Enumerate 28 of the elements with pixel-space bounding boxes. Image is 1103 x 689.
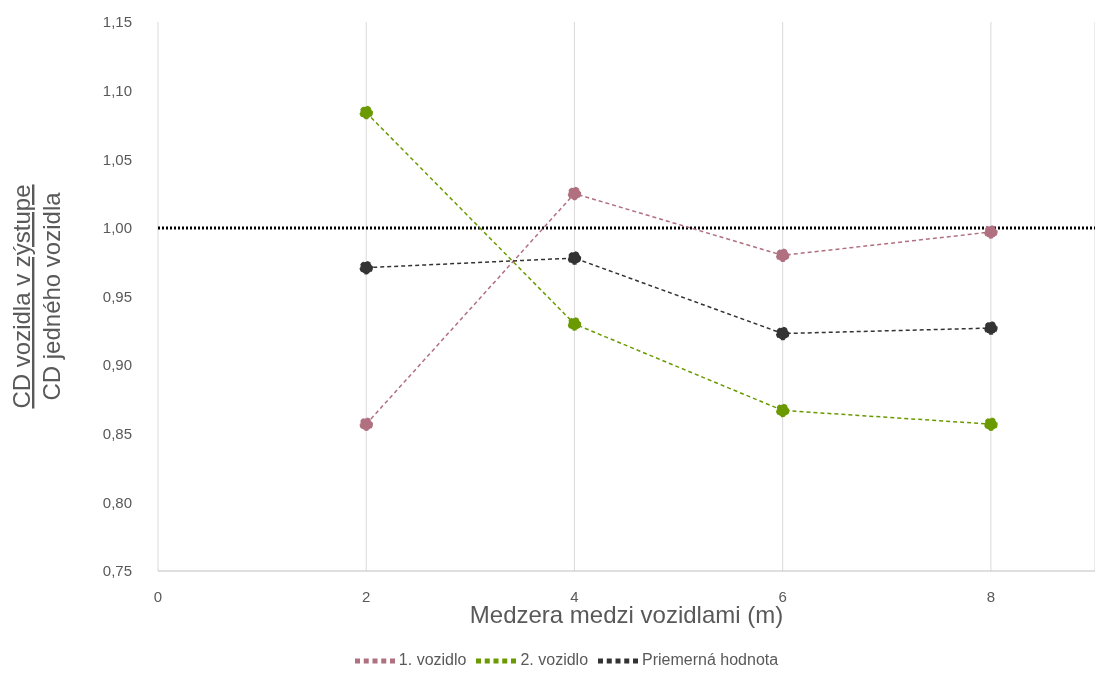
legend-label: 1. vozidlo bbox=[398, 651, 467, 669]
point bbox=[567, 317, 582, 331]
legend-label: Priemerná hodnota bbox=[642, 651, 779, 669]
y-tick-label: 0,95 bbox=[102, 287, 132, 305]
y-axis-title: CD vozidla v zýstupe CD jedného vozidla bbox=[8, 184, 65, 409]
y-tick-label: 0,85 bbox=[102, 425, 132, 443]
x-tick-label: 0 bbox=[153, 587, 163, 605]
point bbox=[984, 321, 998, 335]
point bbox=[359, 105, 373, 120]
legend-label: 2. vozidlo bbox=[520, 651, 589, 669]
point bbox=[984, 225, 998, 239]
y-tick-label: 0,90 bbox=[102, 356, 132, 374]
point bbox=[567, 251, 582, 265]
point bbox=[775, 326, 790, 341]
y-tick-label: 0,75 bbox=[102, 562, 132, 580]
x-tick-label: 2 bbox=[362, 587, 371, 605]
point bbox=[359, 260, 373, 275]
point bbox=[359, 417, 373, 431]
point bbox=[567, 186, 582, 201]
point bbox=[984, 417, 998, 431]
y-tick-label: 0,80 bbox=[102, 493, 132, 511]
point bbox=[775, 248, 790, 263]
y-tick-label: 1,10 bbox=[102, 81, 132, 99]
y-tick-label: 1,00 bbox=[102, 219, 132, 237]
y-tick-label: 1,05 bbox=[102, 150, 132, 168]
x-tick-label: 8 bbox=[986, 587, 996, 605]
y-tick-label: 1,15 bbox=[102, 13, 132, 31]
point bbox=[775, 403, 790, 418]
